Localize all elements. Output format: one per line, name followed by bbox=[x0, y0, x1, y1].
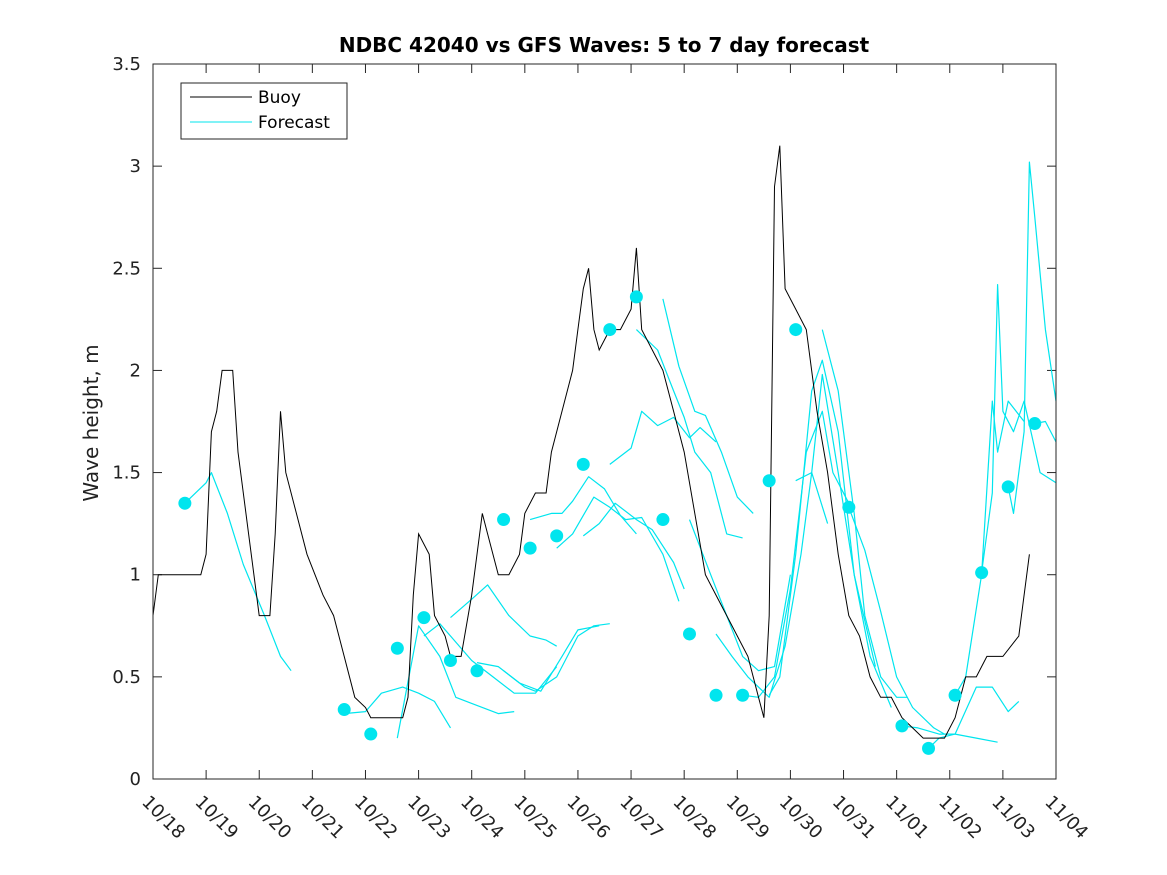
x-tick-label: 11/02 bbox=[934, 792, 986, 844]
forecast-line bbox=[529, 476, 637, 535]
forecast-start-marker bbox=[895, 719, 909, 733]
forecast-start-marker bbox=[178, 496, 192, 510]
series-layer bbox=[152, 145, 1057, 749]
forecast-start-marker bbox=[629, 290, 643, 304]
y-tick-label: 3 bbox=[130, 156, 141, 177]
x-tick-labels: 10/18 10/19 10/20 10/21 10/22 10/23 10/24 10/25… bbox=[137, 792, 1092, 844]
legend: Buoy Forecast bbox=[180, 82, 348, 140]
plot-area bbox=[153, 64, 1056, 779]
forecast-line bbox=[503, 623, 610, 692]
forecast-start-marker bbox=[709, 688, 723, 702]
x-tick-label: 10/22 bbox=[350, 792, 402, 844]
forecast-line bbox=[848, 507, 945, 735]
x-tick-label: 10/28 bbox=[669, 792, 721, 844]
forecast-line bbox=[396, 625, 515, 739]
forecast-start-markers bbox=[178, 290, 1042, 755]
forecast-start-marker bbox=[497, 513, 511, 527]
x-tick-label: 10/24 bbox=[456, 792, 508, 844]
y-tick-label: 2.5 bbox=[112, 258, 141, 279]
y-tick-label: 0 bbox=[130, 769, 141, 790]
forecast-start-marker bbox=[1001, 480, 1015, 494]
x-tick-label: 10/29 bbox=[722, 792, 774, 844]
forecast-line bbox=[768, 359, 876, 696]
buoy-line bbox=[152, 145, 1030, 739]
forecast-start-marker bbox=[656, 513, 670, 527]
forecast-line bbox=[662, 298, 754, 514]
forecast-start-marker bbox=[417, 611, 431, 625]
y-tick-label: 0.5 bbox=[112, 667, 141, 688]
forecast-start-marker bbox=[576, 457, 590, 471]
axis-ticks bbox=[152, 63, 1057, 780]
chart-title: NDBC 42040 vs GFS Waves: 5 to 7 day fore… bbox=[339, 33, 870, 57]
forecast-start-marker bbox=[922, 741, 936, 755]
x-tick-label: 10/27 bbox=[616, 792, 668, 844]
forecast-line bbox=[715, 472, 829, 698]
plot-frame bbox=[152, 63, 1057, 780]
forecast-line bbox=[609, 410, 717, 465]
forecast-line bbox=[450, 584, 557, 647]
forecast-line bbox=[556, 496, 680, 602]
forecast-start-marker bbox=[789, 323, 803, 337]
y-tick-label: 3.5 bbox=[112, 54, 141, 75]
forecast-line bbox=[821, 329, 908, 698]
forecast-start-marker bbox=[736, 688, 750, 702]
x-tick-label: 10/18 bbox=[137, 792, 189, 844]
forecast-line bbox=[635, 329, 743, 539]
forecast-start-marker bbox=[682, 627, 696, 641]
forecast-line bbox=[795, 373, 892, 708]
forecast-start-marker bbox=[842, 500, 856, 514]
forecast-start-marker bbox=[1028, 417, 1042, 431]
x-tick-label: 10/31 bbox=[828, 792, 880, 844]
forecast-line bbox=[688, 519, 791, 672]
x-tick-label: 10/19 bbox=[191, 792, 243, 844]
y-tick-label: 1.5 bbox=[112, 463, 141, 484]
x-tick-label: 10/26 bbox=[562, 792, 614, 844]
x-tick-label: 10/21 bbox=[297, 792, 349, 844]
legend-label-buoy: Buoy bbox=[258, 88, 301, 108]
forecast-start-marker bbox=[390, 641, 404, 655]
y-tick-labels: 0 0.5 1 1.5 2 2.5 3 3.5 bbox=[112, 54, 141, 790]
forecast-line bbox=[476, 625, 600, 692]
x-tick-label: 10/30 bbox=[775, 792, 827, 844]
forecast-start-marker bbox=[948, 688, 962, 702]
forecast-line bbox=[981, 284, 1057, 573]
forecast-start-marker bbox=[364, 727, 378, 741]
x-tick-label: 10/25 bbox=[509, 792, 561, 844]
y-tick-label: 1 bbox=[130, 565, 141, 586]
x-tick-label: 11/04 bbox=[1040, 792, 1092, 844]
x-tick-label: 10/20 bbox=[244, 792, 296, 844]
y-axis-label: Wave height, m bbox=[79, 344, 103, 501]
forecast-start-marker bbox=[523, 541, 537, 555]
forecast-line bbox=[344, 686, 452, 729]
forecast-line bbox=[582, 502, 685, 590]
y-tick-label: 2 bbox=[130, 360, 141, 381]
x-tick-label: 11/03 bbox=[987, 792, 1039, 844]
forecast-start-marker bbox=[470, 664, 484, 678]
legend-label-forecast: Forecast bbox=[258, 113, 330, 133]
x-tick-label: 11/01 bbox=[881, 792, 933, 844]
forecast-line bbox=[184, 472, 292, 672]
forecast-start-marker bbox=[550, 529, 564, 543]
forecast-line bbox=[1007, 161, 1057, 514]
forecast-start-marker bbox=[337, 703, 351, 717]
forecast-start-marker bbox=[443, 654, 457, 668]
forecast-line bbox=[742, 410, 850, 698]
forecast-start-marker bbox=[762, 474, 776, 488]
forecast-start-marker bbox=[975, 566, 989, 580]
forecast-start-marker bbox=[603, 323, 617, 337]
legend-box bbox=[180, 82, 348, 140]
x-tick-label: 10/23 bbox=[403, 792, 455, 844]
